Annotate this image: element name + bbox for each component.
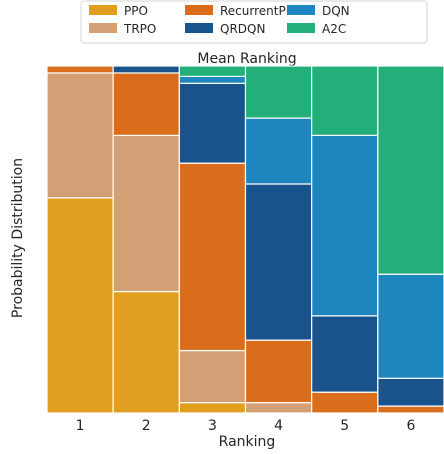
bar-segment-a2c-rank-3 (178, 65, 247, 78)
legend-entry: TRPO (89, 22, 156, 36)
legend-label: DQN (322, 4, 350, 18)
legend-entry: DQN (287, 4, 350, 18)
legend-swatch (185, 5, 213, 15)
bar-segment-recurrentppo-rank-5 (311, 391, 379, 414)
legend-label: RecurrentPPO (220, 4, 302, 18)
x-tick-label: 4 (274, 418, 283, 434)
bar-segment-ppo-rank-3 (178, 401, 247, 414)
bar-segment-trpo-rank-2 (112, 134, 180, 293)
legend-entry: RecurrentPPO (185, 4, 302, 18)
y-axis-label: Probability Distribution (10, 158, 26, 318)
x-tick-label: 2 (142, 418, 151, 434)
bar-segment-recurrentppo-rank-1 (46, 65, 114, 74)
legend-entry: A2C (287, 22, 346, 36)
bar-segment-qrdqn-rank-6 (377, 377, 444, 407)
legend-label: TRPO (123, 22, 156, 36)
bar-segment-dqn-rank-5 (311, 134, 379, 317)
legend-swatch (89, 5, 117, 15)
bar-segment-qrdqn-rank-2 (112, 65, 180, 74)
bar-segment-dqn-rank-6 (377, 273, 444, 379)
bar-segment-recurrentppo-rank-4 (244, 339, 313, 404)
bar-segment-a2c-rank-4 (244, 65, 313, 119)
bar-segment-trpo-rank-4 (244, 401, 313, 414)
legend-swatch (287, 5, 315, 15)
x-tick-label: 6 (406, 418, 415, 434)
chart-title: Mean Ranking (197, 51, 296, 67)
bar-segment-dqn-rank-4 (244, 117, 313, 185)
bar-segment-dqn-rank-3 (178, 75, 247, 84)
legend-entry: PPO (89, 4, 148, 18)
x-tick-labels: 1 2 3 4 5 6 (76, 418, 416, 434)
bar-segment-qrdqn-rank-5 (311, 315, 379, 393)
x-tick-label: 1 (76, 418, 85, 434)
bar-segment-ppo-rank-2 (112, 290, 180, 414)
legend-label: PPO (124, 4, 148, 18)
legend-label: A2C (322, 22, 346, 36)
bars (46, 65, 444, 414)
legend-entry: QRDQN (185, 22, 265, 36)
bar-segment-trpo-rank-1 (46, 72, 114, 199)
bar-segment-a2c-rank-5 (311, 65, 379, 137)
bar-segment-trpo-rank-3 (178, 349, 247, 404)
x-axis-label: Ranking (219, 434, 276, 450)
legend-label: QRDQN (220, 22, 265, 36)
x-tick-label: 3 (208, 418, 217, 434)
bar-segment-ppo-rank-1 (46, 197, 114, 414)
legend-frame (80, 0, 428, 44)
bar-segment-recurrentppo-rank-3 (178, 162, 247, 352)
legend: PPO TRPO RecurrentPPO QRDQN DQN A2C (80, 0, 428, 44)
bar-segment-qrdqn-rank-3 (178, 82, 247, 164)
bar-segment-qrdqn-rank-4 (244, 183, 313, 341)
legend-swatch (89, 23, 117, 33)
bar-segment-a2c-rank-6 (377, 65, 444, 275)
bar-segment-recurrentppo-rank-6 (377, 405, 444, 414)
x-tick-label: 5 (340, 418, 349, 434)
legend-swatch (287, 23, 315, 33)
bar-segment-recurrentppo-rank-2 (112, 72, 180, 137)
legend-swatch (185, 23, 213, 33)
